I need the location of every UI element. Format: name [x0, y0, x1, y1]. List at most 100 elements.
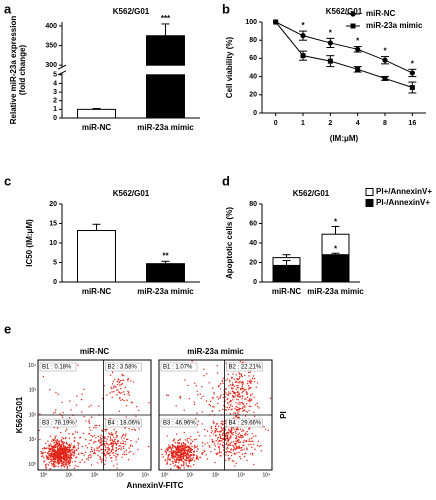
event-dot — [188, 465, 190, 467]
event-dot — [98, 440, 100, 442]
event-dot — [232, 387, 234, 390]
event-dot — [67, 452, 69, 454]
event-dot — [188, 462, 191, 464]
x-axis-label: AnnexinV-FITC — [127, 481, 184, 490]
event-dot — [245, 432, 247, 434]
bar-segment — [321, 254, 350, 283]
event-dot — [234, 430, 237, 433]
event-dot — [222, 438, 225, 441]
event-dot — [48, 450, 50, 453]
event-dot — [49, 456, 51, 459]
event-dot — [221, 434, 224, 436]
event-dot — [177, 442, 179, 444]
event-dot — [182, 461, 185, 463]
event-dot — [227, 373, 229, 376]
event-dot — [110, 386, 112, 388]
event-dot — [233, 412, 235, 414]
event-dot — [74, 437, 76, 439]
event-dot — [193, 439, 196, 441]
x-tick-label: 10¹ — [186, 472, 194, 478]
marker — [409, 85, 415, 91]
event-dot — [218, 425, 220, 427]
quadrant-box — [160, 362, 198, 372]
event-dot — [130, 439, 132, 442]
event-dot — [58, 448, 61, 450]
event-dot — [53, 412, 55, 414]
event-dot — [62, 448, 65, 451]
event-dot — [70, 454, 72, 456]
event-dot — [216, 364, 219, 367]
event-dot — [230, 448, 233, 450]
event-dot — [251, 393, 254, 395]
event-dot — [244, 405, 246, 407]
event-dot — [183, 447, 185, 449]
event-dot — [225, 448, 228, 450]
event-dot — [96, 424, 98, 427]
event-dot — [229, 413, 232, 415]
event-dot — [168, 444, 170, 446]
event-dot — [238, 413, 240, 415]
event-dot — [69, 400, 71, 402]
event-dot — [204, 450, 206, 453]
event-dot — [39, 413, 41, 415]
event-dot — [63, 446, 65, 449]
event-dot — [218, 452, 220, 454]
bar — [146, 263, 185, 283]
event-dot — [198, 435, 200, 437]
event-dot — [179, 467, 181, 469]
event-dot — [42, 455, 44, 457]
event-dot — [40, 450, 42, 453]
event-dot — [250, 386, 252, 389]
significance: * — [334, 244, 338, 253]
event-dot — [236, 391, 239, 394]
event-dot — [246, 411, 249, 413]
x-axis-label: (IM:μM) — [330, 134, 359, 143]
event-dot — [66, 461, 69, 463]
event-dot — [54, 445, 57, 447]
y-tick-label: 20 — [249, 259, 257, 266]
event-dot — [180, 450, 183, 452]
event-dot — [68, 432, 70, 435]
event-dot — [246, 393, 248, 395]
event-dot — [225, 443, 227, 446]
event-dot — [50, 462, 53, 465]
event-dot — [58, 443, 61, 446]
event-dot — [121, 373, 123, 376]
event-dot — [185, 464, 188, 466]
event-dot — [53, 460, 55, 463]
event-dot — [235, 394, 237, 396]
event-dot — [59, 413, 61, 415]
event-dot — [101, 440, 103, 442]
event-dot — [230, 377, 233, 379]
event-dot — [225, 379, 227, 381]
event-dot — [230, 403, 232, 406]
event-dot — [120, 442, 122, 444]
event-dot — [48, 445, 50, 448]
event-dot — [125, 416, 127, 418]
event-dot — [246, 382, 249, 385]
event-dot — [225, 451, 227, 454]
chart-title: K562/G01 — [293, 189, 330, 198]
event-dot — [62, 411, 64, 414]
event-dot — [251, 452, 254, 455]
event-dot — [182, 453, 185, 455]
event-dot — [184, 444, 186, 447]
event-dot — [190, 451, 193, 454]
event-dot — [170, 449, 173, 451]
event-dot — [173, 458, 176, 461]
event-dot — [220, 383, 222, 385]
event-dot — [184, 439, 187, 441]
event-dot — [64, 438, 67, 440]
event-dot — [217, 443, 219, 445]
event-dot — [191, 458, 194, 460]
event-dot — [51, 448, 53, 450]
event-dot — [203, 375, 205, 377]
event-dot — [100, 461, 103, 463]
event-dot — [45, 465, 47, 467]
event-dot — [251, 399, 253, 401]
y-tick-label: 15 — [49, 220, 57, 227]
bar-segment — [272, 264, 301, 283]
event-dot — [185, 449, 187, 452]
event-dot — [50, 443, 52, 445]
event-dot — [230, 400, 232, 403]
